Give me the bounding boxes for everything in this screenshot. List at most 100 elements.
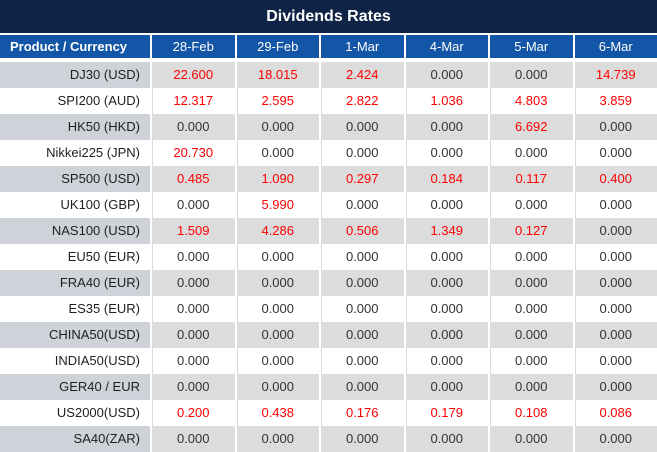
- value-cell: 0.000: [488, 192, 573, 218]
- value-cell: 0.000: [488, 322, 573, 348]
- title-bar: Dividends Rates: [0, 0, 657, 33]
- value-cell: 0.000: [488, 270, 573, 296]
- value-cell: 0.000: [572, 244, 657, 270]
- value-cell: 0.000: [488, 374, 573, 400]
- table-row: EU50 (EUR) 0.000 0.000 0.000 0.000 0.000 0.000: [0, 244, 657, 270]
- table-row: INDIA50(USD) 0.000 0.000 0.000 0.000 0.000 0.0…: [0, 348, 657, 374]
- value-cell: 0.000: [150, 426, 235, 452]
- value-cell: 0.000: [319, 374, 404, 400]
- date-column-header: 28-Feb: [150, 35, 235, 62]
- value-cell: 0.000: [150, 348, 235, 374]
- value-cell: 0.000: [234, 348, 319, 374]
- value-cell: 0.000: [403, 192, 488, 218]
- date-column-header: 1-Mar: [319, 35, 404, 62]
- value-cell: 0.000: [234, 426, 319, 452]
- date-column-header: 6-Mar: [572, 35, 657, 62]
- product-cell: UK100 (GBP): [0, 192, 150, 218]
- value-cell: 0.000: [319, 114, 404, 140]
- value-cell: 0.179: [403, 400, 488, 426]
- value-cell: 0.184: [403, 166, 488, 192]
- table-row: FRA40 (EUR) 0.000 0.000 0.000 0.000 0.000 0.00…: [0, 270, 657, 296]
- value-cell: 0.000: [488, 140, 573, 166]
- value-cell: 0.117: [488, 166, 573, 192]
- product-cell: GER40 / EUR: [0, 374, 150, 400]
- value-cell: 0.000: [403, 270, 488, 296]
- value-cell: 0.000: [403, 114, 488, 140]
- value-cell: 0.000: [403, 140, 488, 166]
- product-cell: DJ30 (USD): [0, 62, 150, 88]
- value-cell: 0.000: [150, 192, 235, 218]
- product-cell: US2000(USD): [0, 400, 150, 426]
- product-cell: EU50 (EUR): [0, 244, 150, 270]
- date-column-header: 29-Feb: [234, 35, 319, 62]
- value-cell: 1.349: [403, 218, 488, 244]
- value-cell: 0.000: [403, 322, 488, 348]
- value-cell: 3.859: [572, 88, 657, 114]
- value-cell: 0.000: [572, 270, 657, 296]
- value-cell: 0.000: [150, 114, 235, 140]
- value-cell: 0.000: [319, 426, 404, 452]
- value-cell: 0.400: [572, 166, 657, 192]
- value-cell: 5.990: [234, 192, 319, 218]
- value-cell: 0.000: [319, 296, 404, 322]
- value-cell: 0.000: [234, 322, 319, 348]
- value-cell: 0.000: [234, 114, 319, 140]
- value-cell: 6.692: [488, 114, 573, 140]
- value-cell: 0.000: [150, 322, 235, 348]
- value-cell: 0.176: [319, 400, 404, 426]
- value-cell: 2.822: [319, 88, 404, 114]
- value-cell: 2.424: [319, 62, 404, 88]
- table-row: CHINA50(USD) 0.000 0.000 0.000 0.000 0.000 0.0…: [0, 322, 657, 348]
- value-cell: 0.000: [488, 296, 573, 322]
- value-cell: 14.739: [572, 62, 657, 88]
- value-cell: 0.000: [319, 322, 404, 348]
- value-cell: 0.000: [488, 244, 573, 270]
- value-cell: 20.730: [150, 140, 235, 166]
- value-cell: 4.286: [234, 218, 319, 244]
- product-cell: SPI200 (AUD): [0, 88, 150, 114]
- value-cell: 0.127: [488, 218, 573, 244]
- value-cell: 0.000: [319, 244, 404, 270]
- product-cell: CHINA50(USD): [0, 322, 150, 348]
- table-row: SP500 (USD) 0.485 1.090 0.297 0.184 0.117 0.40…: [0, 166, 657, 192]
- date-column-header: 5-Mar: [488, 35, 573, 62]
- table-row: SPI200 (AUD) 12.317 2.595 2.822 1.036 4.803 3.…: [0, 88, 657, 114]
- value-cell: 0.000: [150, 296, 235, 322]
- value-cell: 0.000: [572, 192, 657, 218]
- header-row: Product / Currency 28-Feb 29-Feb 1-Mar 4-Mar…: [0, 35, 657, 62]
- value-cell: 2.595: [234, 88, 319, 114]
- table-row: HK50 (HKD) 0.000 0.000 0.000 0.000 6.692 0.000: [0, 114, 657, 140]
- value-cell: 0.000: [572, 322, 657, 348]
- value-cell: 0.000: [403, 62, 488, 88]
- value-cell: 0.485: [150, 166, 235, 192]
- table-row: DJ30 (USD) 22.600 18.015 2.424 0.000 0.000 14.…: [0, 62, 657, 88]
- value-cell: 0.000: [488, 426, 573, 452]
- table-row: NAS100 (USD) 1.509 4.286 0.506 1.349 0.127 0.0…: [0, 218, 657, 244]
- value-cell: 0.000: [572, 296, 657, 322]
- product-cell: Nikkei225 (JPN): [0, 140, 150, 166]
- value-cell: 22.600: [150, 62, 235, 88]
- page-title: Dividends Rates: [266, 8, 391, 25]
- date-column-header: 4-Mar: [403, 35, 488, 62]
- value-cell: 0.000: [403, 244, 488, 270]
- value-cell: 0.000: [572, 114, 657, 140]
- value-cell: 12.317: [150, 88, 235, 114]
- product-cell: SA40(ZAR): [0, 426, 150, 452]
- value-cell: 1.509: [150, 218, 235, 244]
- value-cell: 0.000: [403, 426, 488, 452]
- dividends-rates-table: Product / Currency 28-Feb 29-Feb 1-Mar 4-Mar…: [0, 35, 657, 452]
- value-cell: 0.000: [572, 374, 657, 400]
- value-cell: 0.000: [319, 140, 404, 166]
- value-cell: 0.000: [150, 270, 235, 296]
- value-cell: 0.000: [319, 348, 404, 374]
- table-row: US2000(USD) 0.200 0.438 0.176 0.179 0.108 0.08…: [0, 400, 657, 426]
- table-row: SA40(ZAR) 0.000 0.000 0.000 0.000 0.000 0.000: [0, 426, 657, 452]
- value-cell: 0.000: [572, 218, 657, 244]
- table-row: ES35 (EUR) 0.000 0.000 0.000 0.000 0.000 0.000: [0, 296, 657, 322]
- value-cell: 0.000: [488, 62, 573, 88]
- table-row: UK100 (GBP) 0.000 5.990 0.000 0.000 0.000 0.00…: [0, 192, 657, 218]
- table-row: GER40 / EUR 0.000 0.000 0.000 0.000 0.000 0.00…: [0, 374, 657, 400]
- product-cell: INDIA50(USD): [0, 348, 150, 374]
- value-cell: 1.036: [403, 88, 488, 114]
